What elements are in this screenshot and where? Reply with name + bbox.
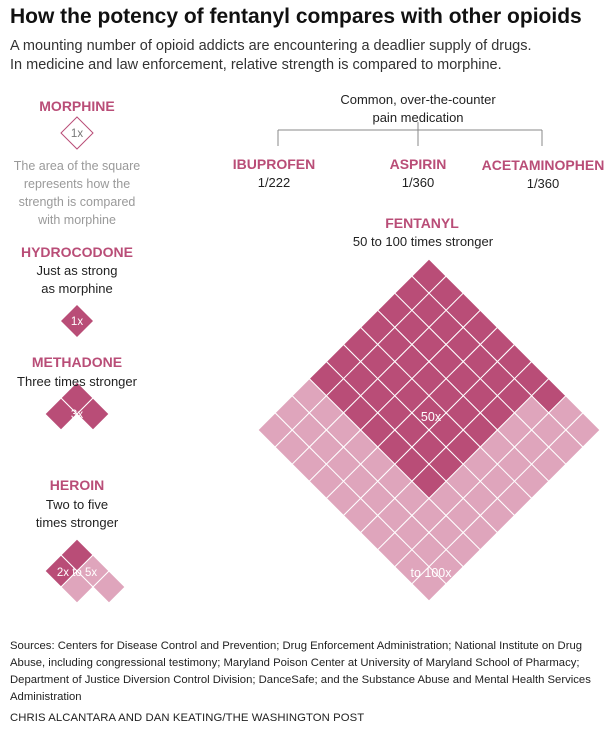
hydrocodone-name: HYDROCODONE — [20, 244, 133, 260]
legend-note-line: strength is compared — [18, 195, 136, 209]
hydrocodone-label: 1x — [71, 316, 83, 328]
ibuprofen-ratio: 1/222 — [257, 175, 291, 190]
hydrocodone-desc-line: as morphine — [41, 281, 113, 296]
heroin-desc-line: Two to five — [45, 497, 109, 512]
methadone-cell — [76, 397, 110, 431]
heroin-cell — [60, 570, 94, 604]
morphine-label: 1x — [71, 128, 83, 140]
subtitle: A mounting number of opioid addicts are … — [10, 37, 610, 75]
subtitle-line: A mounting number of opioid addicts are … — [10, 38, 532, 54]
heroin-cell — [92, 570, 126, 604]
page-title: How the potency of fentanyl compares wit… — [10, 5, 582, 28]
fentanyl-name: FENTANYL — [385, 215, 459, 231]
heroin-name: HEROIN — [49, 477, 105, 493]
sources-note: Sources: Centers for Disease Control and… — [10, 640, 591, 703]
heroin-label: 2x to 5x — [57, 567, 98, 579]
legend-note-line: The area of the square — [13, 159, 141, 173]
heroin-desc-line: times stronger — [35, 515, 119, 530]
ibuprofen-name: IBUPROFEN — [232, 156, 316, 172]
otc-header-line: pain medication — [372, 110, 464, 125]
methadone-cell — [44, 397, 78, 431]
fentanyl-label-high: to 100x — [410, 566, 452, 580]
hydrocodone-desc-line: Just as strong — [36, 263, 118, 278]
methadone-desc: Three times stronger — [17, 374, 137, 389]
aspirin-ratio: 1/360 — [401, 175, 435, 190]
acetaminophen-name: ACETAMINOPHEN — [481, 157, 605, 173]
morphine-name: MORPHINE — [39, 98, 115, 114]
subtitle-line: In medicine and law enforcement, relativ… — [10, 57, 502, 73]
legend-note: The area of the square represents how th… — [4, 157, 150, 229]
acetaminophen-ratio: 1/360 — [526, 176, 560, 191]
otc-header-line: Common, over-the-counter — [340, 92, 496, 107]
methadone-name: METHADONE — [31, 354, 123, 370]
fentanyl-cell-light — [411, 566, 447, 602]
hydrocodone-square — [61, 305, 93, 337]
hydrocodone-desc: Just as strong as morphine — [4, 262, 150, 298]
credit-line: CHRIS ALCANTARA AND DAN KEATING/THE WASH… — [10, 712, 365, 724]
heroin-desc: Two to five times stronger — [4, 496, 150, 532]
otc-header: Common, over-the-counter pain medication — [318, 91, 518, 127]
fentanyl-cell-light — [462, 514, 499, 551]
methadone-label: 3x — [71, 409, 83, 421]
morphine-square — [60, 116, 94, 150]
fentanyl-desc: 50 to 100 times stronger — [352, 234, 494, 249]
fentanyl-label-low: 50x — [421, 410, 442, 424]
aspirin-name: ASPIRIN — [389, 156, 447, 172]
legend-note-line: represents how the — [23, 177, 131, 191]
legend-note-line: with morphine — [38, 213, 116, 227]
